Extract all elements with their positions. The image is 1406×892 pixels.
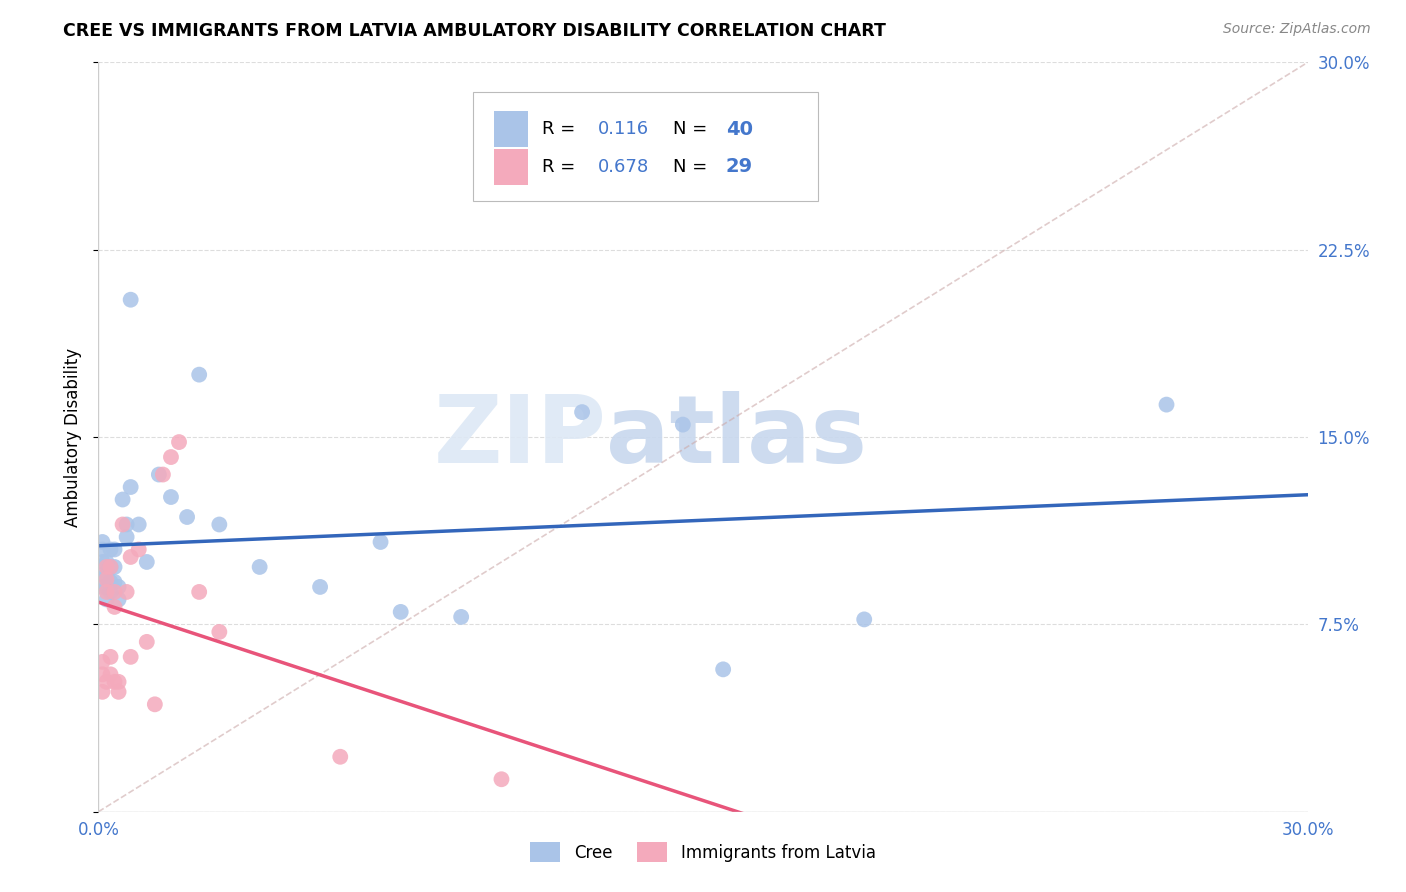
Bar: [494, 112, 527, 147]
Point: [176, 510, 198, 524]
Point: [128, 542, 150, 557]
Point: [91, 667, 114, 681]
Point: [103, 574, 125, 589]
Point: [160, 450, 183, 464]
Point: [143, 698, 166, 712]
Point: [135, 635, 157, 649]
Point: [91, 685, 114, 699]
Point: [120, 649, 142, 664]
Text: Source: ZipAtlas.com: Source: ZipAtlas.com: [1223, 22, 1371, 37]
Text: N =: N =: [672, 158, 713, 176]
Point: [91, 535, 114, 549]
Point: [103, 560, 125, 574]
Point: [107, 592, 129, 607]
Point: [100, 560, 122, 574]
Point: [111, 517, 134, 532]
Point: [100, 667, 122, 681]
Point: [96, 555, 118, 569]
Point: [103, 599, 125, 614]
Point: [160, 490, 183, 504]
Point: [91, 655, 114, 669]
Point: [208, 517, 231, 532]
Text: CREE VS IMMIGRANTS FROM LATVIA AMBULATORY DISABILITY CORRELATION CHART: CREE VS IMMIGRANTS FROM LATVIA AMBULATOR…: [63, 22, 886, 40]
Point: [491, 772, 513, 787]
Point: [120, 293, 142, 307]
Point: [96, 585, 118, 599]
Point: [571, 405, 593, 419]
Y-axis label: Ambulatory Disability: Ambulatory Disability: [65, 348, 83, 526]
Point: [672, 417, 695, 432]
Text: 29: 29: [725, 157, 754, 176]
Point: [96, 592, 118, 607]
Point: [208, 624, 231, 639]
Point: [111, 492, 134, 507]
Point: [128, 517, 150, 532]
Point: [188, 368, 211, 382]
Point: [450, 610, 472, 624]
Point: [96, 580, 118, 594]
Point: [107, 674, 129, 689]
Point: [115, 585, 138, 599]
Text: ZIP: ZIP: [433, 391, 606, 483]
Point: [100, 574, 122, 589]
Point: [249, 560, 271, 574]
Point: [96, 560, 118, 574]
Point: [103, 585, 125, 599]
Point: [148, 467, 170, 482]
Point: [100, 560, 122, 574]
Point: [107, 685, 129, 699]
Point: [167, 435, 190, 450]
Point: [100, 542, 122, 557]
Point: [853, 612, 876, 626]
Point: [107, 580, 129, 594]
Text: 40: 40: [725, 120, 754, 138]
Point: [91, 555, 114, 569]
Point: [100, 585, 122, 599]
Point: [103, 542, 125, 557]
Text: atlas: atlas: [606, 391, 868, 483]
Text: 0.678: 0.678: [598, 158, 650, 176]
Point: [91, 542, 114, 557]
FancyBboxPatch shape: [474, 93, 818, 201]
Point: [188, 585, 211, 599]
Point: [96, 573, 118, 587]
Point: [120, 480, 142, 494]
Point: [120, 549, 142, 564]
Point: [152, 467, 174, 482]
Point: [389, 605, 412, 619]
Point: [329, 749, 352, 764]
Text: R =: R =: [543, 120, 581, 138]
Point: [135, 555, 157, 569]
Point: [103, 674, 125, 689]
Point: [96, 674, 118, 689]
Point: [115, 517, 138, 532]
Point: [115, 530, 138, 544]
Text: R =: R =: [543, 158, 581, 176]
Text: 0.116: 0.116: [598, 120, 650, 138]
Point: [91, 567, 114, 582]
Point: [96, 567, 118, 582]
Bar: [494, 149, 527, 185]
Text: N =: N =: [672, 120, 713, 138]
Point: [91, 580, 114, 594]
Legend: Cree, Immigrants from Latvia: Cree, Immigrants from Latvia: [522, 834, 884, 871]
Point: [370, 535, 392, 549]
Point: [711, 662, 734, 676]
Point: [100, 649, 122, 664]
Point: [1156, 398, 1178, 412]
Point: [309, 580, 332, 594]
